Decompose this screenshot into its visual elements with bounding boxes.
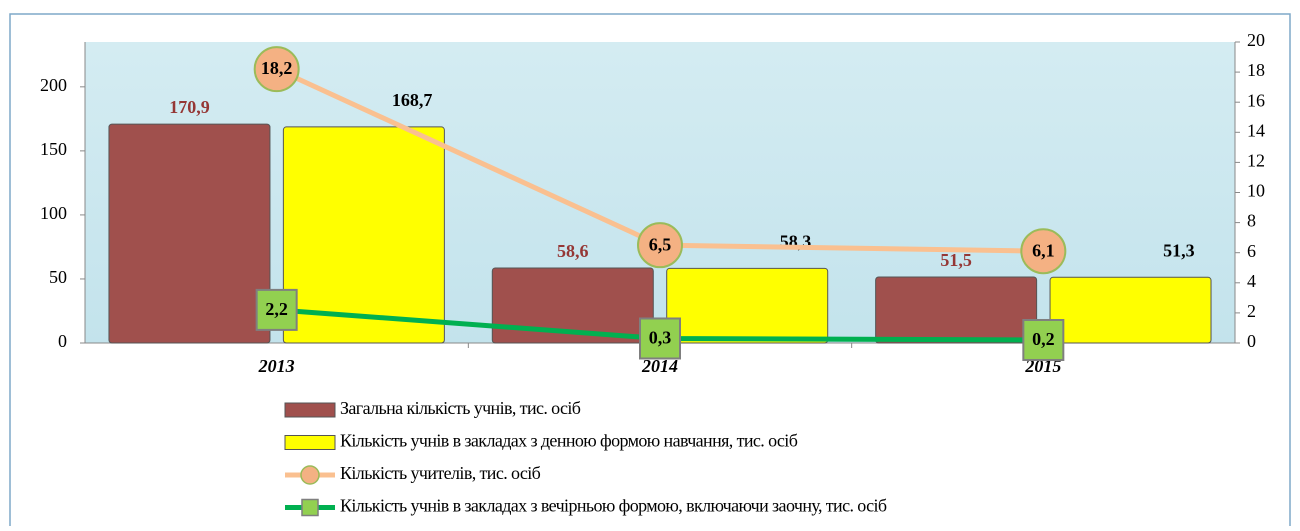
y2-tick-label: 8	[1247, 211, 1256, 231]
legend-swatch	[284, 435, 336, 450]
bar	[666, 267, 829, 344]
x-tick-label: 2015	[1024, 356, 1061, 376]
marker	[637, 222, 683, 269]
data-label: 0,2	[1032, 329, 1055, 349]
data-label: 18,2	[261, 58, 293, 78]
data-label: 0,3	[649, 328, 672, 348]
y-tick-label: 200	[40, 75, 67, 95]
legend-label: Кількість учителів, тис. осіб	[340, 463, 541, 483]
data-label: 6,5	[649, 234, 672, 254]
data-label: 51,5	[940, 250, 972, 270]
marker	[1020, 228, 1067, 275]
y2-tick-label: 18	[1247, 60, 1265, 80]
bar	[491, 267, 654, 344]
data-label: 168,7	[392, 90, 433, 110]
marker	[255, 288, 298, 331]
y2-tick-label: 20	[1247, 30, 1265, 50]
x-tick-label: 2013	[258, 356, 295, 376]
y2-tick-label: 4	[1247, 271, 1256, 291]
data-label: 58,6	[557, 241, 589, 261]
marker	[639, 317, 681, 360]
y-tick-label: 50	[49, 267, 67, 287]
y2-tick-label: 2	[1247, 301, 1256, 321]
legend-marker	[301, 498, 319, 517]
bar	[282, 126, 445, 344]
legend-label: Кількість учнів в закладах з денною форм…	[340, 431, 798, 451]
legend-swatch	[284, 402, 336, 418]
legend-marker	[300, 465, 320, 485]
y2-tick-label: 10	[1247, 181, 1265, 201]
y-tick-label: 150	[40, 139, 67, 159]
y2-tick-label: 0	[1247, 331, 1256, 351]
legend-label: Загальна кількість учнів, тис. осіб	[340, 398, 581, 418]
bar	[875, 276, 1038, 344]
marker	[253, 46, 300, 93]
data-label: 2,2	[265, 299, 288, 319]
y2-tick-label: 6	[1247, 241, 1256, 261]
y2-tick-label: 12	[1247, 151, 1265, 171]
marker	[1022, 318, 1065, 361]
y2-tick-label: 14	[1247, 120, 1265, 140]
y-tick-label: 0	[58, 331, 67, 351]
y2-tick-label: 16	[1247, 90, 1265, 110]
legend-label: Кількість учнів в закладах з вечірньою ф…	[340, 496, 887, 516]
x-tick-label: 2014	[641, 356, 678, 376]
bar	[1049, 276, 1212, 344]
data-label: 170,9	[169, 97, 210, 117]
data-label: 51,3	[1163, 240, 1195, 260]
bar	[108, 123, 271, 344]
data-label: 6,1	[1032, 240, 1055, 260]
y-tick-label: 100	[40, 203, 67, 223]
